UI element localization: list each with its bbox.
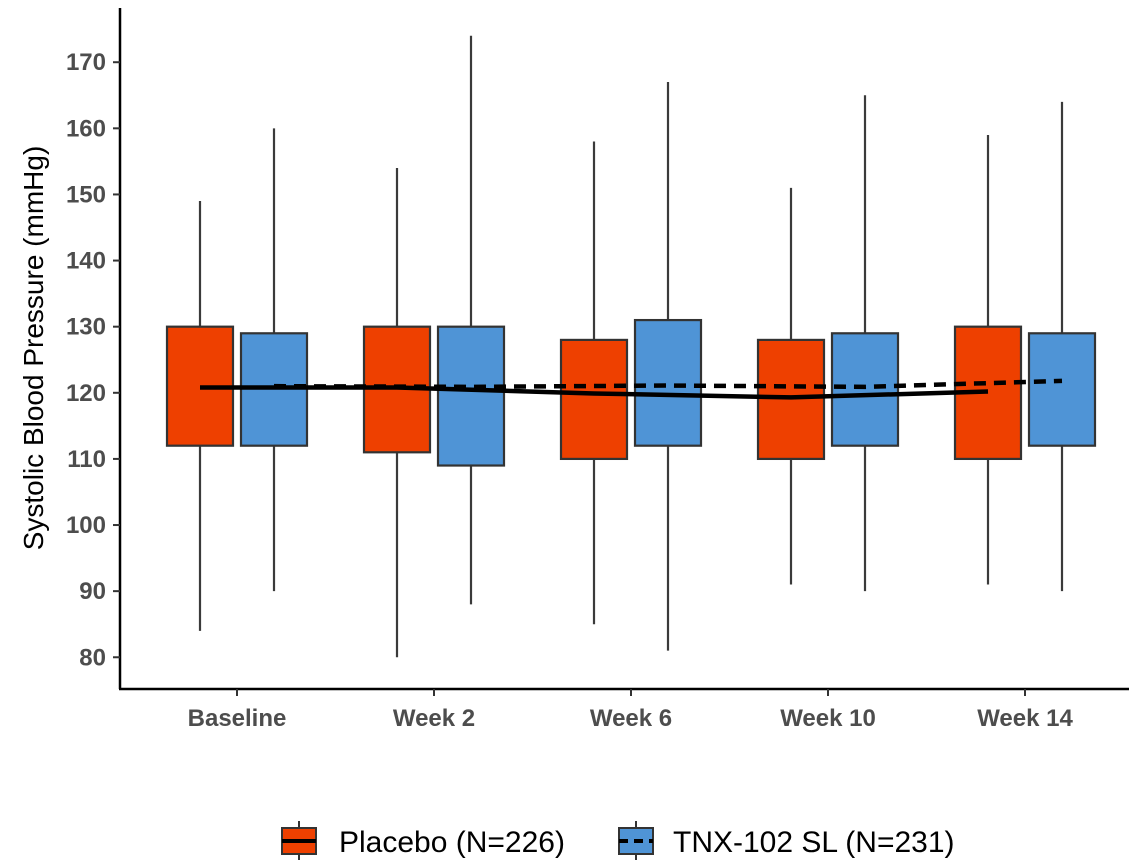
axes-layer [118,8,1129,691]
placebo-mean-line [200,385,989,400]
y-tick-label: 110 [67,446,106,473]
y-tick-label: 120 [66,380,106,407]
box [559,338,629,461]
y-tick-label: 140 [66,248,106,275]
mean-lines-layer [200,378,1063,400]
y-tick-label: 150 [66,181,106,208]
boxes-layer [165,35,1097,658]
legend-label: TNX-102 SL (N=231) [673,826,955,859]
box [830,332,900,447]
box [756,338,826,461]
x-tick-label: Week 6 [590,705,672,732]
y-tick-label: 130 [66,314,106,341]
x-tick-label: Week 14 [977,705,1073,732]
x-tick-label: Week 10 [780,705,876,732]
y-tick-label: 80 [79,644,106,671]
y-tick-label: 170 [66,49,106,76]
tnx-mean-line [273,378,1063,390]
box [633,318,703,447]
legend: Placebo (N=226) TNX-102 SL (N=231) [281,821,955,860]
y-tick-label: 90 [79,578,106,605]
box [1027,332,1097,447]
y-tick-label: 100 [66,512,106,539]
x-tick-label: Week 2 [393,705,475,732]
x-ticks: Baseline Week 2 Week 6 Week 10 Week 14 [188,689,1073,732]
y-tick-label: 160 [66,115,106,142]
legend-label: Placebo (N=226) [339,826,565,859]
y-ticks: 80 90 100 110 120 130 140 150 160 170 [66,49,120,671]
box [436,325,506,467]
y-axis-title: Systolic Blood Pressure (mmHg) [18,146,49,551]
x-tick-label: Baseline [188,705,287,732]
